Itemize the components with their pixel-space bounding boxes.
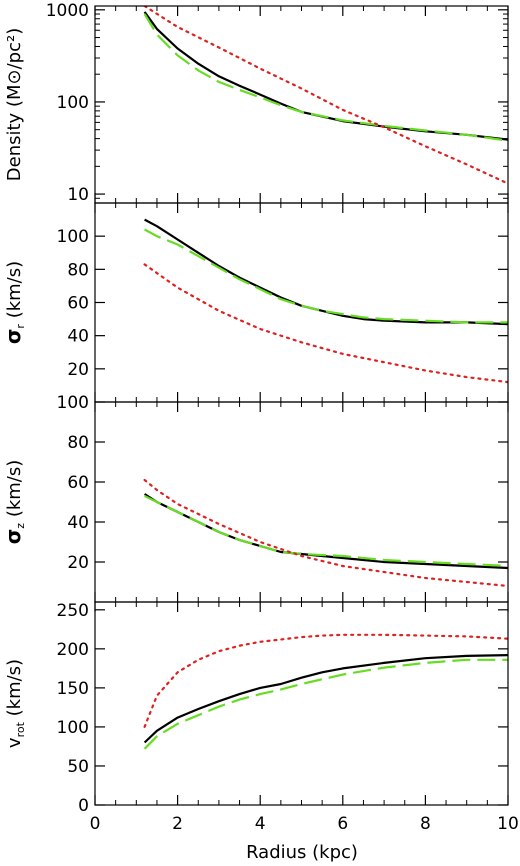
y-axis-title-sub: z	[14, 523, 27, 529]
panel-3: 20 40 60 80 100 σz (km/s)	[1, 393, 509, 603]
series-line-dotted	[143, 478, 508, 588]
y-tick-label: 40	[67, 327, 89, 347]
y-tick-label: 40	[67, 513, 89, 533]
y-tick-label: 20	[67, 360, 89, 380]
y-tick-label: 100	[57, 227, 89, 247]
y-axis-title: σz (km/s)	[1, 460, 27, 545]
y-axis-title-suffix: /pc²)	[4, 28, 25, 70]
series-line-solid	[144, 218, 508, 326]
x-tick-label: 8	[420, 814, 431, 834]
series-line-dotted	[143, 263, 508, 384]
y-axis-title-sub: r	[14, 324, 27, 329]
y-tick-label: 60	[67, 473, 89, 493]
y-tick-label: 200	[57, 640, 89, 660]
y-axis-title-suffix: (km/s)	[4, 460, 25, 523]
y-tick-label: 80	[67, 260, 89, 280]
y-tick-label: 100	[57, 718, 89, 738]
x-tick-label: 4	[255, 814, 266, 834]
x-tick-label: 0	[90, 814, 101, 834]
y-tick-label: 10	[67, 185, 89, 205]
series-line-solid	[143, 11, 508, 141]
x-tick-label: 2	[172, 814, 183, 834]
series-line-solid	[143, 654, 508, 744]
y-axis-title: vrot (km/s)	[4, 659, 27, 748]
series-line-dotted	[143, 633, 508, 729]
y-tick-label: 150	[57, 679, 89, 699]
y-tick-label: 20	[67, 553, 89, 573]
y-axis-title-symbol: σ	[1, 329, 25, 345]
x-tick-label: 6	[337, 814, 348, 834]
y-axis-title-symbol: σ	[1, 529, 25, 545]
y-tick-label: 50	[67, 757, 89, 777]
y-axis-title: Density (M⊙/pc²)	[4, 28, 25, 181]
panel-frame	[94, 202, 509, 403]
panel-1: 10 100 1000 Density (M⊙/pc²)	[4, 1, 509, 205]
y-axis-title-sub: rot	[14, 721, 27, 737]
panel-2: 20 40 60 80 100 σr (km/s)	[1, 202, 509, 403]
y-axis-title-prefix: v	[4, 737, 25, 748]
y-axis-title-prefix: Density (M	[4, 85, 25, 182]
y-tick-label: 80	[67, 433, 89, 453]
series-line-dashed	[143, 13, 508, 142]
series-line-dashed	[144, 495, 508, 568]
panel-4: 0 50 100 150 200 250 0 2 4 6 8 10 vrot (km/s)	[4, 601, 519, 834]
panel-frame	[94, 601, 509, 806]
y-tick-label: 100	[57, 393, 89, 413]
series-line-dashed	[143, 658, 508, 750]
series-line-solid	[144, 493, 508, 570]
series-line-dotted	[143, 6, 508, 185]
y-tick-label: 60	[67, 294, 89, 314]
y-axis-title-suffix: (km/s)	[4, 261, 25, 324]
y-tick-label: 0	[78, 796, 89, 816]
y-axis-title: σr (km/s)	[1, 261, 27, 344]
panel-frame	[94, 5, 509, 204]
y-tick-label: 250	[57, 601, 89, 621]
y-tick-label: 1000	[46, 1, 89, 21]
y-axis-title-symbol: ⊙	[4, 69, 25, 84]
x-axis-title: Radius (kpc)	[246, 842, 358, 863]
y-axis-title-suffix: (km/s)	[4, 659, 25, 722]
y-tick-label: 100	[57, 93, 89, 113]
series-line-dashed	[144, 228, 508, 324]
x-tick-label: 10	[497, 814, 519, 834]
